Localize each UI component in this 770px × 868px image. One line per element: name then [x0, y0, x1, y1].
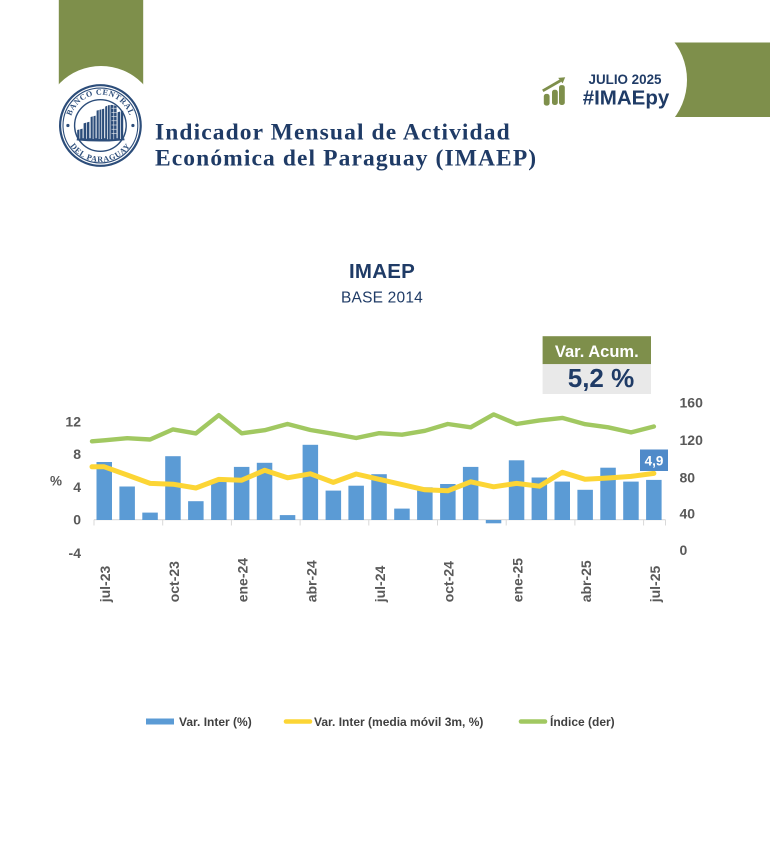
svg-text:oct-23: oct-23	[166, 561, 182, 602]
svg-text:Índice (der): Índice (der)	[550, 714, 615, 729]
svg-text:#IMAEpy: #IMAEpy	[583, 86, 670, 109]
svg-text:%: %	[50, 474, 62, 489]
svg-text:12: 12	[65, 414, 81, 430]
svg-text:jul-24: jul-24	[372, 566, 388, 604]
svg-text:JULIO 2025: JULIO 2025	[589, 72, 662, 87]
svg-text:Económica del Paraguay (IMAEP): Económica del Paraguay (IMAEP)	[155, 146, 537, 172]
svg-text:abr-24: abr-24	[303, 560, 319, 602]
svg-text:40: 40	[680, 505, 696, 521]
svg-text:4,9: 4,9	[645, 454, 664, 469]
svg-text:oct-24: oct-24	[441, 561, 457, 602]
svg-text:8: 8	[73, 446, 81, 462]
svg-text:Indicador Mensual de Actividad: Indicador Mensual de Actividad	[155, 120, 511, 146]
svg-text:-4: -4	[69, 545, 82, 561]
svg-text:120: 120	[680, 432, 704, 448]
svg-text:ene-24: ene-24	[235, 558, 251, 603]
svg-text:IMAEP: IMAEP	[349, 260, 415, 283]
svg-text:0: 0	[680, 542, 688, 558]
svg-text:jul-23: jul-23	[97, 566, 113, 604]
svg-text:jul-25: jul-25	[647, 566, 663, 604]
svg-text:ene-25: ene-25	[509, 558, 525, 603]
svg-text:abr-25: abr-25	[578, 560, 594, 602]
svg-text:BASE 2014: BASE 2014	[341, 290, 423, 307]
svg-text:Var. Acum.: Var. Acum.	[555, 343, 639, 361]
svg-text:5,2 %: 5,2 %	[568, 363, 635, 393]
svg-text:0: 0	[73, 512, 81, 528]
svg-text:80: 80	[680, 469, 696, 485]
svg-text:Var. Inter (%): Var. Inter (%)	[179, 715, 252, 729]
svg-text:Var. Inter (media móvil 3m, %): Var. Inter (media móvil 3m, %)	[314, 715, 483, 729]
svg-text:160: 160	[680, 394, 704, 410]
svg-text:4: 4	[73, 479, 81, 495]
